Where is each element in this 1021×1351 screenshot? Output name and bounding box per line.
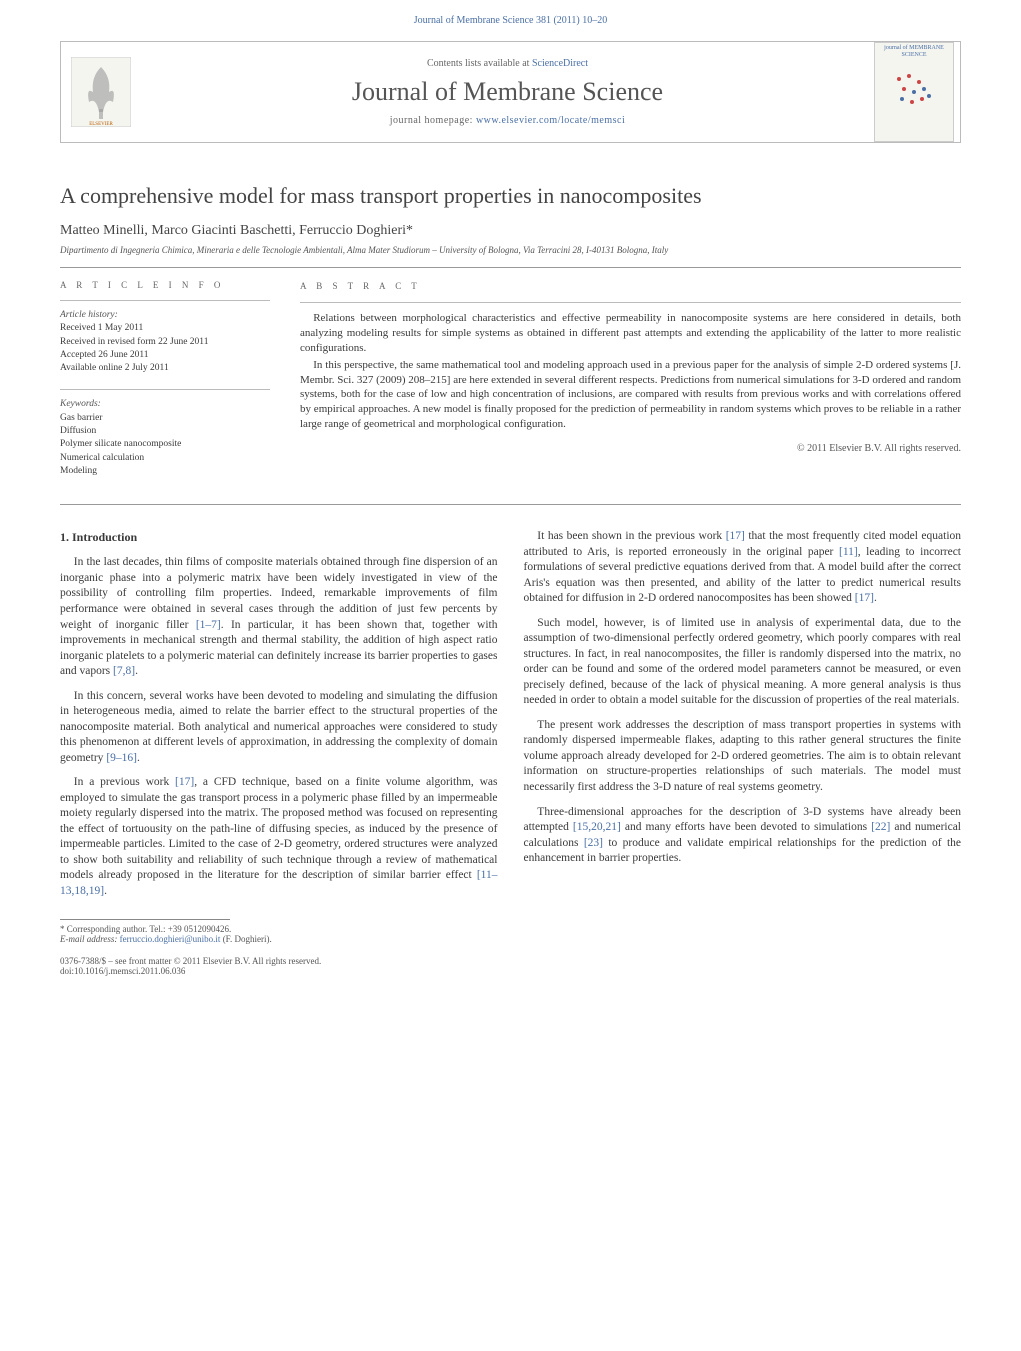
keywords-block: Keywords: Gas barrier Diffusion Polymer …	[60, 398, 270, 478]
running-head: Journal of Membrane Science 381 (2011) 1…	[0, 0, 1021, 31]
article-header: A comprehensive model for mass transport…	[60, 183, 961, 255]
keywords-label: Keywords:	[60, 398, 270, 411]
email-link[interactable]: ferruccio.doghieri@unibo.it	[120, 934, 221, 944]
body-text: 1. Introduction In the last decades, thi…	[60, 529, 961, 899]
history-received: Received 1 May 2011	[60, 322, 270, 335]
corr-author-line: * Corresponding author. Tel.: +39 051209…	[60, 924, 961, 934]
cover-graphic-icon	[884, 64, 944, 114]
info-divider	[60, 300, 270, 301]
intro-p2: In this concern, several works have been…	[60, 689, 498, 767]
article-title: A comprehensive model for mass transport…	[60, 183, 961, 209]
email-label: E-mail address:	[60, 934, 120, 944]
elsevier-tree-icon: ELSEVIER	[71, 57, 131, 127]
info-divider-2	[60, 389, 270, 390]
history-online: Available online 2 July 2011	[60, 362, 270, 375]
intro-p5: Such model, however, is of limited use i…	[524, 616, 962, 709]
sciencedirect-link[interactable]: ScienceDirect	[532, 58, 588, 69]
homepage-link[interactable]: www.elsevier.com/locate/memsci	[476, 115, 625, 126]
cite-link[interactable]: [15,20,21]	[573, 821, 621, 833]
history-accepted: Accepted 26 June 2011	[60, 349, 270, 362]
cite-link[interactable]: [17]	[726, 530, 745, 542]
contents-available-line: Contents lists available at ScienceDirec…	[141, 58, 874, 69]
cite-link[interactable]: [22]	[871, 821, 890, 833]
doi-link[interactable]: 10.1016/j.memsci.2011.06.036	[74, 966, 185, 976]
doi-line: doi:10.1016/j.memsci.2011.06.036	[60, 966, 961, 976]
affiliation-line: Dipartimento di Ingegneria Chimica, Mine…	[60, 245, 961, 255]
citation-text: Journal of Membrane Science 381 (2011) 1…	[414, 15, 607, 26]
homepage-prefix: journal homepage:	[390, 115, 476, 126]
journal-banner: ELSEVIER Contents lists available at Sci…	[60, 41, 961, 143]
abstract-label: a b s t r a c t	[300, 280, 961, 292]
keyword-item: Diffusion	[60, 425, 270, 438]
keyword-item: Gas barrier	[60, 412, 270, 425]
journal-cover-thumbnail: journal of MEMBRANE SCIENCE	[874, 42, 954, 142]
banner-center: Contents lists available at ScienceDirec…	[141, 50, 874, 134]
keyword-item: Polymer silicate nanocomposite	[60, 438, 270, 451]
intro-heading: 1. Introduction	[60, 529, 498, 545]
footnote-rule	[60, 919, 230, 920]
intro-p6: The present work addresses the descripti…	[524, 718, 962, 796]
elsevier-logo: ELSEVIER	[61, 47, 141, 137]
history-label: Article history:	[60, 309, 270, 322]
doi-block: 0376-7388/$ – see front matter © 2011 El…	[60, 956, 961, 976]
intro-p1: In the last decades, thin films of compo…	[60, 555, 498, 679]
email-suffix: (F. Doghieri).	[220, 934, 271, 944]
contents-prefix: Contents lists available at	[427, 58, 532, 69]
abstract-p1: Relations between morphological characte…	[300, 311, 961, 356]
email-line: E-mail address: ferruccio.doghieri@unibo…	[60, 934, 961, 944]
keyword-item: Modeling	[60, 465, 270, 478]
cite-link[interactable]: [17]	[855, 592, 874, 604]
homepage-line: journal homepage: www.elsevier.com/locat…	[141, 115, 874, 126]
intro-p3: In a previous work [17], a CFD technique…	[60, 775, 498, 899]
cite-link[interactable]: [1–7]	[196, 619, 221, 631]
abstract-divider	[300, 302, 961, 303]
corresponding-footnote: * Corresponding author. Tel.: +39 051209…	[60, 919, 961, 944]
journal-title: Journal of Membrane Science	[141, 77, 874, 107]
cite-link[interactable]: [11]	[839, 546, 858, 558]
cite-link[interactable]: [23]	[584, 837, 603, 849]
intro-p7: Three-dimensional approaches for the des…	[524, 805, 962, 867]
intro-p4: It has been shown in the previous work […	[524, 529, 962, 607]
divider-bottom	[60, 504, 961, 505]
article-info-label: a r t i c l e i n f o	[60, 280, 270, 290]
history-revised: Received in revised form 22 June 2011	[60, 336, 270, 349]
cite-link[interactable]: [9–16]	[106, 752, 137, 764]
divider-top	[60, 267, 961, 268]
article-info-column: a r t i c l e i n f o Article history: R…	[60, 280, 270, 492]
history-block: Article history: Received 1 May 2011 Rec…	[60, 309, 270, 375]
abstract-column: a b s t r a c t Relations between morpho…	[300, 280, 961, 492]
cover-text: journal of MEMBRANE SCIENCE	[875, 43, 953, 60]
abstract-p2: In this perspective, the same mathematic…	[300, 358, 961, 432]
cite-link[interactable]: [17]	[175, 776, 194, 788]
keyword-item: Numerical calculation	[60, 452, 270, 465]
authors-line: Matteo Minelli, Marco Giacinti Baschetti…	[60, 223, 961, 239]
meta-abstract-row: a r t i c l e i n f o Article history: R…	[60, 280, 961, 492]
copyright-line: © 2011 Elsevier B.V. All rights reserved…	[300, 442, 961, 456]
front-matter-line: 0376-7388/$ – see front matter © 2011 El…	[60, 956, 961, 966]
svg-text:ELSEVIER: ELSEVIER	[89, 122, 113, 127]
cite-link[interactable]: [7,8]	[113, 665, 135, 677]
